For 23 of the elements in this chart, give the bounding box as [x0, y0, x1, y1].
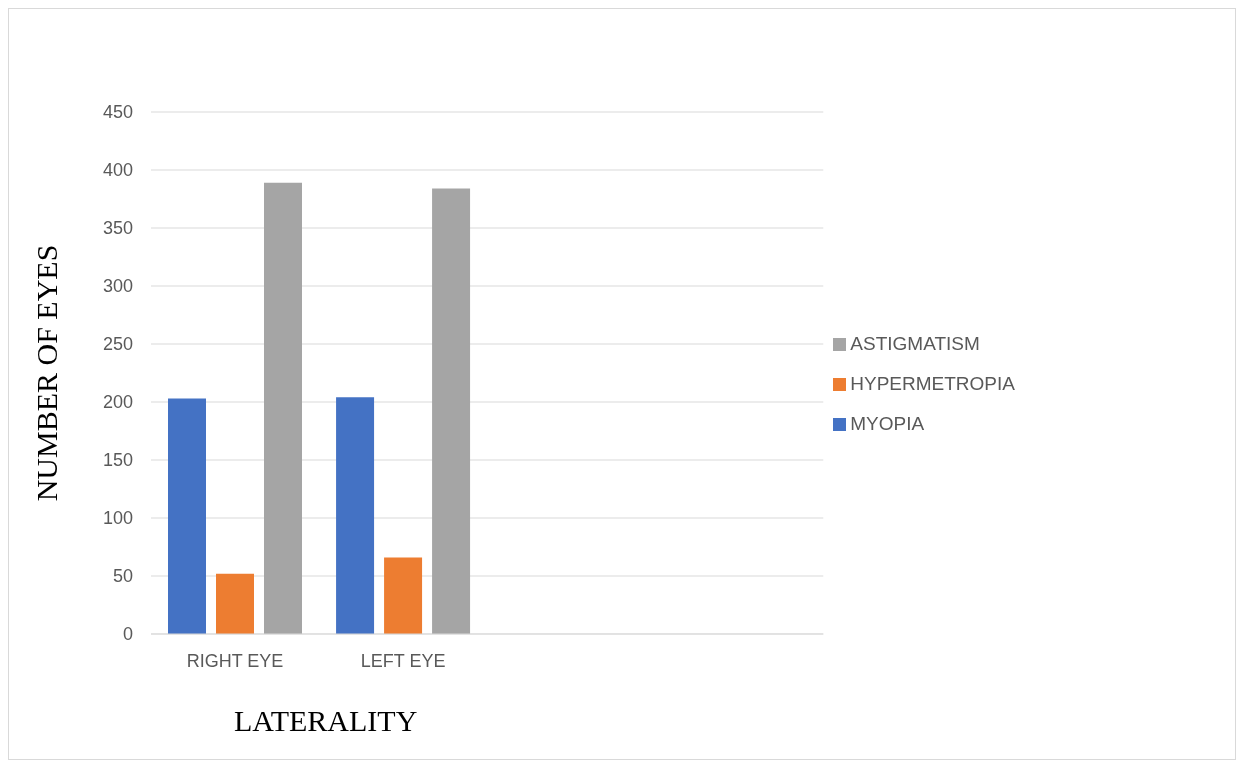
bar: [216, 573, 254, 634]
y-tick-label: 100: [102, 508, 133, 529]
bar: [336, 397, 375, 634]
y-tick-label: 450: [102, 102, 133, 123]
legend-label: HYPERMETROPIA: [850, 373, 1015, 394]
y-tick-label: 200: [102, 392, 133, 413]
y-axis-title: NUMBER OF EYES: [29, 244, 63, 502]
x-tick-label: LEFT EYE: [360, 650, 446, 671]
y-tick-label: 0: [122, 624, 133, 645]
bar: [432, 188, 471, 634]
y-tick-label: 400: [102, 160, 133, 181]
bar: [384, 557, 423, 634]
bar: [264, 182, 302, 634]
y-tick-label: 50: [112, 566, 133, 587]
y-tick-label: 150: [102, 450, 133, 471]
legend-label: MYOPIA: [850, 413, 925, 434]
x-axis-title: LATERALITY: [234, 704, 418, 737]
legend-label: ASTIGMATISM: [850, 333, 980, 354]
bar: [168, 398, 206, 634]
y-tick-label: 250: [102, 334, 133, 355]
x-tick-label: RIGHT EYE: [186, 650, 284, 671]
y-tick-label: 300: [102, 276, 133, 297]
y-tick-label: 350: [102, 218, 133, 239]
